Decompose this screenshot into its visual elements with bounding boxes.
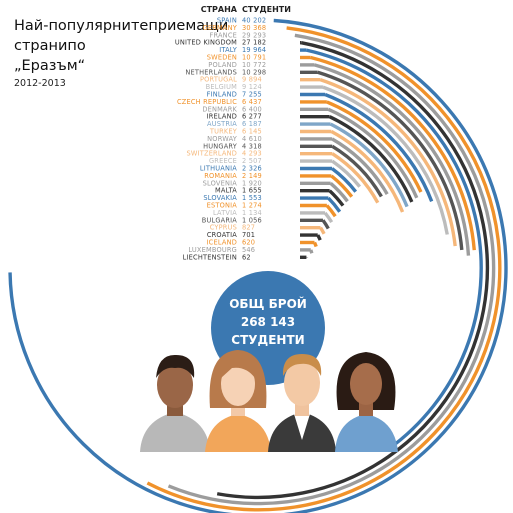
column-header: СТУДЕНТИ (242, 5, 291, 14)
title-line: странипо (14, 38, 86, 54)
country-label: LIECHTENSTEIN (183, 253, 237, 261)
total-value: 268 143 (241, 315, 295, 329)
arc-bar (321, 228, 325, 234)
title-line: „Еразъм“ (14, 58, 85, 74)
arc-bar (318, 235, 320, 240)
person (140, 355, 210, 452)
subtitle: 2012-2013 (14, 78, 66, 89)
arc-bar (315, 243, 317, 247)
arc-bar (325, 213, 332, 222)
column-header: СТРАНА (201, 5, 238, 14)
title-line: Най-популярнитеприемащи (14, 18, 228, 34)
value-label: 62 (242, 253, 251, 261)
total-heading: ОБЩ БРОЙ (229, 296, 307, 311)
arc-bar (311, 250, 312, 253)
arc-bar (323, 220, 328, 228)
total-unit: СТУДЕНТИ (231, 333, 304, 347)
chart: Най-популярнитеприемащи странипо „Еразъм… (0, 0, 513, 513)
person (335, 352, 398, 452)
